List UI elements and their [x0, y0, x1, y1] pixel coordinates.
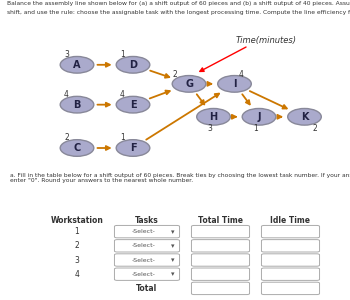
Text: Balance the assembly line shown below for (a) a shift output of 60 pieces and (b: Balance the assembly line shown below fo… — [7, 2, 350, 7]
Circle shape — [116, 140, 150, 156]
Circle shape — [60, 96, 94, 113]
FancyBboxPatch shape — [261, 254, 320, 266]
Text: E: E — [130, 100, 136, 110]
Text: 4: 4 — [64, 90, 69, 99]
Text: Workstation: Workstation — [50, 215, 104, 224]
Text: 4: 4 — [120, 90, 125, 99]
Text: I: I — [233, 79, 236, 89]
Text: ▾: ▾ — [171, 229, 174, 235]
Circle shape — [242, 109, 276, 125]
FancyBboxPatch shape — [191, 268, 250, 280]
Text: B: B — [73, 100, 81, 110]
FancyBboxPatch shape — [114, 225, 180, 238]
Text: 1: 1 — [253, 124, 258, 133]
Text: -Select-: -Select- — [132, 272, 155, 277]
FancyBboxPatch shape — [191, 240, 250, 252]
Text: G: G — [185, 79, 193, 89]
Text: 3: 3 — [208, 124, 212, 133]
FancyBboxPatch shape — [261, 240, 320, 252]
Text: a. Fill in the table below for a shift output of 60 pieces. Break ties by choosi: a. Fill in the table below for a shift o… — [10, 173, 350, 178]
Text: shift, and use the rule: choose the assignable task with the longest processing : shift, and use the rule: choose the assi… — [7, 10, 350, 15]
Text: ▾: ▾ — [171, 243, 174, 249]
Circle shape — [116, 56, 150, 73]
Circle shape — [218, 76, 251, 92]
FancyBboxPatch shape — [191, 254, 250, 266]
Text: J: J — [257, 112, 261, 122]
Text: Time(minutes): Time(minutes) — [236, 36, 296, 45]
FancyBboxPatch shape — [191, 225, 250, 238]
Text: A: A — [73, 60, 81, 70]
Text: Tasks: Tasks — [135, 215, 159, 224]
FancyBboxPatch shape — [191, 282, 250, 295]
Circle shape — [197, 109, 230, 125]
Text: 1: 1 — [120, 133, 125, 142]
Text: -Select-: -Select- — [132, 229, 155, 234]
Text: Total: Total — [136, 284, 158, 293]
Text: C: C — [74, 143, 80, 153]
Text: D: D — [129, 60, 137, 70]
Circle shape — [116, 96, 150, 113]
Text: 4: 4 — [75, 270, 79, 279]
Text: -Select-: -Select- — [132, 257, 155, 262]
Text: 1: 1 — [120, 50, 125, 59]
Text: ▾: ▾ — [171, 271, 174, 277]
Text: 4: 4 — [239, 70, 244, 79]
Text: 2: 2 — [64, 133, 69, 142]
Text: Idle Time: Idle Time — [271, 215, 310, 224]
FancyBboxPatch shape — [114, 240, 180, 252]
Text: 2: 2 — [313, 124, 317, 133]
FancyBboxPatch shape — [114, 268, 180, 280]
Circle shape — [60, 56, 94, 73]
Text: H: H — [209, 112, 218, 122]
Text: F: F — [130, 143, 136, 153]
Text: 2: 2 — [173, 70, 177, 79]
FancyBboxPatch shape — [261, 225, 320, 238]
Circle shape — [172, 76, 206, 92]
FancyBboxPatch shape — [261, 268, 320, 280]
FancyBboxPatch shape — [261, 282, 320, 295]
Text: 2: 2 — [75, 241, 79, 250]
Text: Total Time: Total Time — [198, 215, 243, 224]
Text: 3: 3 — [64, 50, 69, 59]
FancyBboxPatch shape — [114, 254, 180, 266]
Circle shape — [60, 140, 94, 156]
Text: 3: 3 — [75, 256, 79, 265]
Text: -Select-: -Select- — [132, 243, 155, 248]
Text: K: K — [301, 112, 308, 122]
Text: enter "0". Round your answers to the nearest whole number.: enter "0". Round your answers to the nea… — [10, 178, 194, 183]
Text: 1: 1 — [75, 227, 79, 236]
Circle shape — [288, 109, 321, 125]
Text: ▾: ▾ — [171, 257, 174, 263]
